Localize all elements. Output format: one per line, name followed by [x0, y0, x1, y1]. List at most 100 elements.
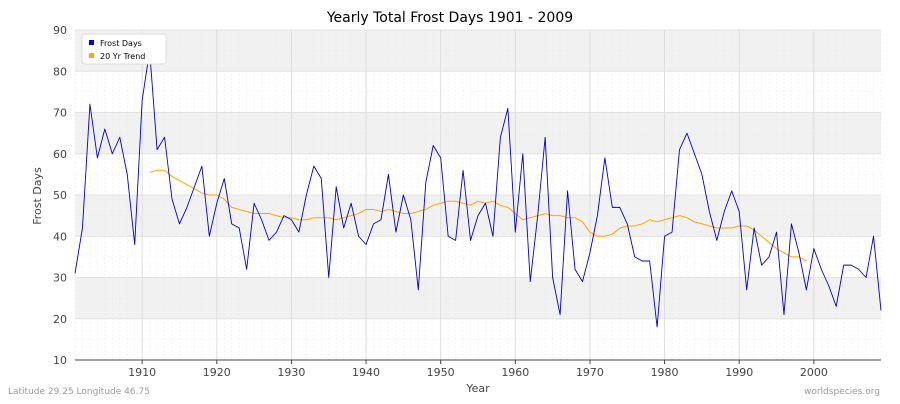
x-tick-label: 1950 [427, 366, 455, 379]
data-point-20-yr-trend [186, 184, 188, 186]
data-point-frost-days [216, 202, 218, 204]
data-point-20-yr-trend [768, 242, 770, 244]
data-point-frost-days [529, 281, 531, 283]
data-point-frost-days [350, 202, 352, 204]
data-point-20-yr-trend [746, 225, 748, 227]
data-point-20-yr-trend [500, 205, 502, 207]
data-point-frost-days [179, 223, 181, 225]
data-point-frost-days [164, 136, 166, 138]
data-point-20-yr-trend [515, 213, 517, 215]
data-point-frost-days [709, 211, 711, 213]
data-point-20-yr-trend [223, 198, 225, 200]
data-point-frost-days [440, 157, 442, 159]
data-point-frost-days [582, 281, 584, 283]
data-point-20-yr-trend [440, 202, 442, 204]
data-point-20-yr-trend [589, 231, 591, 233]
data-point-20-yr-trend [350, 215, 352, 217]
data-point-frost-days [112, 153, 114, 155]
data-point-20-yr-trend [171, 176, 173, 178]
data-point-frost-days [82, 227, 84, 229]
data-point-frost-days [671, 231, 673, 233]
x-tick-label: 1930 [277, 366, 305, 379]
data-point-frost-days [664, 235, 666, 237]
data-point-20-yr-trend [462, 202, 464, 204]
data-point-frost-days [186, 207, 188, 209]
footer-location: Latitude 29.25 Longitude 46.75 [8, 387, 150, 397]
data-point-20-yr-trend [231, 207, 233, 209]
data-point-20-yr-trend [641, 223, 643, 225]
data-point-frost-days [462, 169, 464, 171]
data-point-20-yr-trend [612, 233, 614, 235]
data-point-20-yr-trend [253, 213, 255, 215]
data-point-frost-days [656, 326, 658, 328]
data-point-20-yr-trend [373, 209, 375, 211]
data-point-frost-days [679, 149, 681, 151]
data-point-frost-days [597, 215, 599, 217]
data-point-20-yr-trend [723, 227, 725, 229]
y-tick-label: 40 [53, 230, 67, 243]
data-point-frost-days [716, 240, 718, 242]
data-point-frost-days [373, 223, 375, 225]
data-point-20-yr-trend [335, 219, 337, 221]
x-tick-label: 2000 [800, 366, 828, 379]
data-point-20-yr-trend [626, 225, 628, 227]
data-point-frost-days [97, 157, 99, 159]
data-point-frost-days [126, 174, 128, 176]
data-point-20-yr-trend [425, 209, 427, 211]
data-point-20-yr-trend [388, 209, 390, 211]
data-point-frost-days [388, 174, 390, 176]
data-point-20-yr-trend [306, 219, 308, 221]
data-point-20-yr-trend [291, 217, 293, 219]
y-tick-label: 70 [53, 107, 67, 120]
data-point-20-yr-trend [179, 180, 181, 182]
data-point-frost-days [567, 190, 569, 192]
y-tick-label: 30 [53, 272, 67, 285]
data-point-20-yr-trend [358, 213, 360, 215]
data-point-20-yr-trend [679, 215, 681, 217]
data-point-frost-days [470, 240, 472, 242]
data-point-20-yr-trend [656, 221, 658, 223]
data-point-20-yr-trend [649, 219, 651, 221]
data-point-20-yr-trend [574, 217, 576, 219]
data-point-frost-days [74, 273, 76, 275]
data-point-frost-days [343, 227, 345, 229]
data-point-20-yr-trend [298, 219, 300, 221]
data-point-frost-days [313, 165, 315, 167]
legend-label-frost-days: Frost Days [100, 39, 142, 48]
data-point-frost-days [686, 132, 688, 134]
data-point-frost-days [395, 231, 397, 233]
data-point-frost-days [731, 190, 733, 192]
data-point-frost-days [783, 314, 785, 316]
data-point-frost-days [335, 186, 337, 188]
data-point-frost-days [559, 314, 561, 316]
data-point-20-yr-trend [201, 192, 203, 194]
data-point-20-yr-trend [455, 200, 457, 202]
y-tick-label: 90 [53, 24, 67, 37]
legend-label-20yr-trend: 20 Yr Trend [100, 52, 145, 61]
data-point-frost-days [791, 223, 793, 225]
data-point-frost-days [761, 264, 763, 266]
data-point-frost-days [246, 268, 248, 270]
data-point-20-yr-trend [164, 169, 166, 171]
data-point-20-yr-trend [365, 209, 367, 211]
data-point-frost-days [746, 289, 748, 291]
data-point-20-yr-trend [567, 217, 569, 219]
tick-labels: 1910 1920 1930 1940 1950 1960 1970 1980 1990 2000… [53, 24, 828, 379]
data-point-frost-days [141, 99, 143, 101]
data-point-20-yr-trend [783, 252, 785, 254]
data-point-frost-days [522, 153, 524, 155]
data-point-frost-days [455, 240, 457, 242]
data-point-frost-days [753, 227, 755, 229]
data-point-20-yr-trend [731, 227, 733, 229]
data-point-frost-days [268, 240, 270, 242]
data-point-20-yr-trend [671, 217, 673, 219]
data-point-20-yr-trend [268, 213, 270, 215]
data-point-20-yr-trend [209, 194, 211, 196]
data-point-20-yr-trend [761, 235, 763, 237]
x-tick-label: 1990 [725, 366, 753, 379]
data-point-20-yr-trend [738, 225, 740, 227]
data-point-20-yr-trend [432, 205, 434, 207]
data-point-frost-days [171, 198, 173, 200]
data-point-20-yr-trend [492, 200, 494, 202]
x-tick-label: 1940 [352, 366, 380, 379]
